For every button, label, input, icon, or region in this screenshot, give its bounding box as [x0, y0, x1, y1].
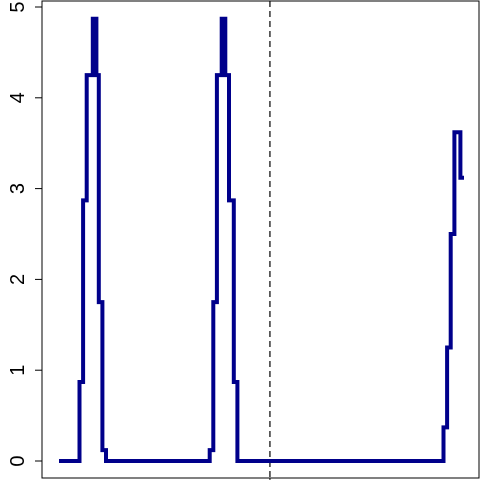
series-line: [59, 16, 464, 463]
y-tick-label: 1: [7, 365, 29, 376]
y-tick-label: 4: [7, 92, 29, 103]
y-tick-label: 0: [7, 455, 29, 466]
y-tick-label: 3: [7, 183, 29, 194]
plot-frame: [41, 0, 480, 479]
y-tick-label: 5: [7, 1, 29, 12]
y-tick-label: 2: [7, 274, 29, 285]
y-axis: 0 1 2 3 4 5: [7, 1, 42, 467]
